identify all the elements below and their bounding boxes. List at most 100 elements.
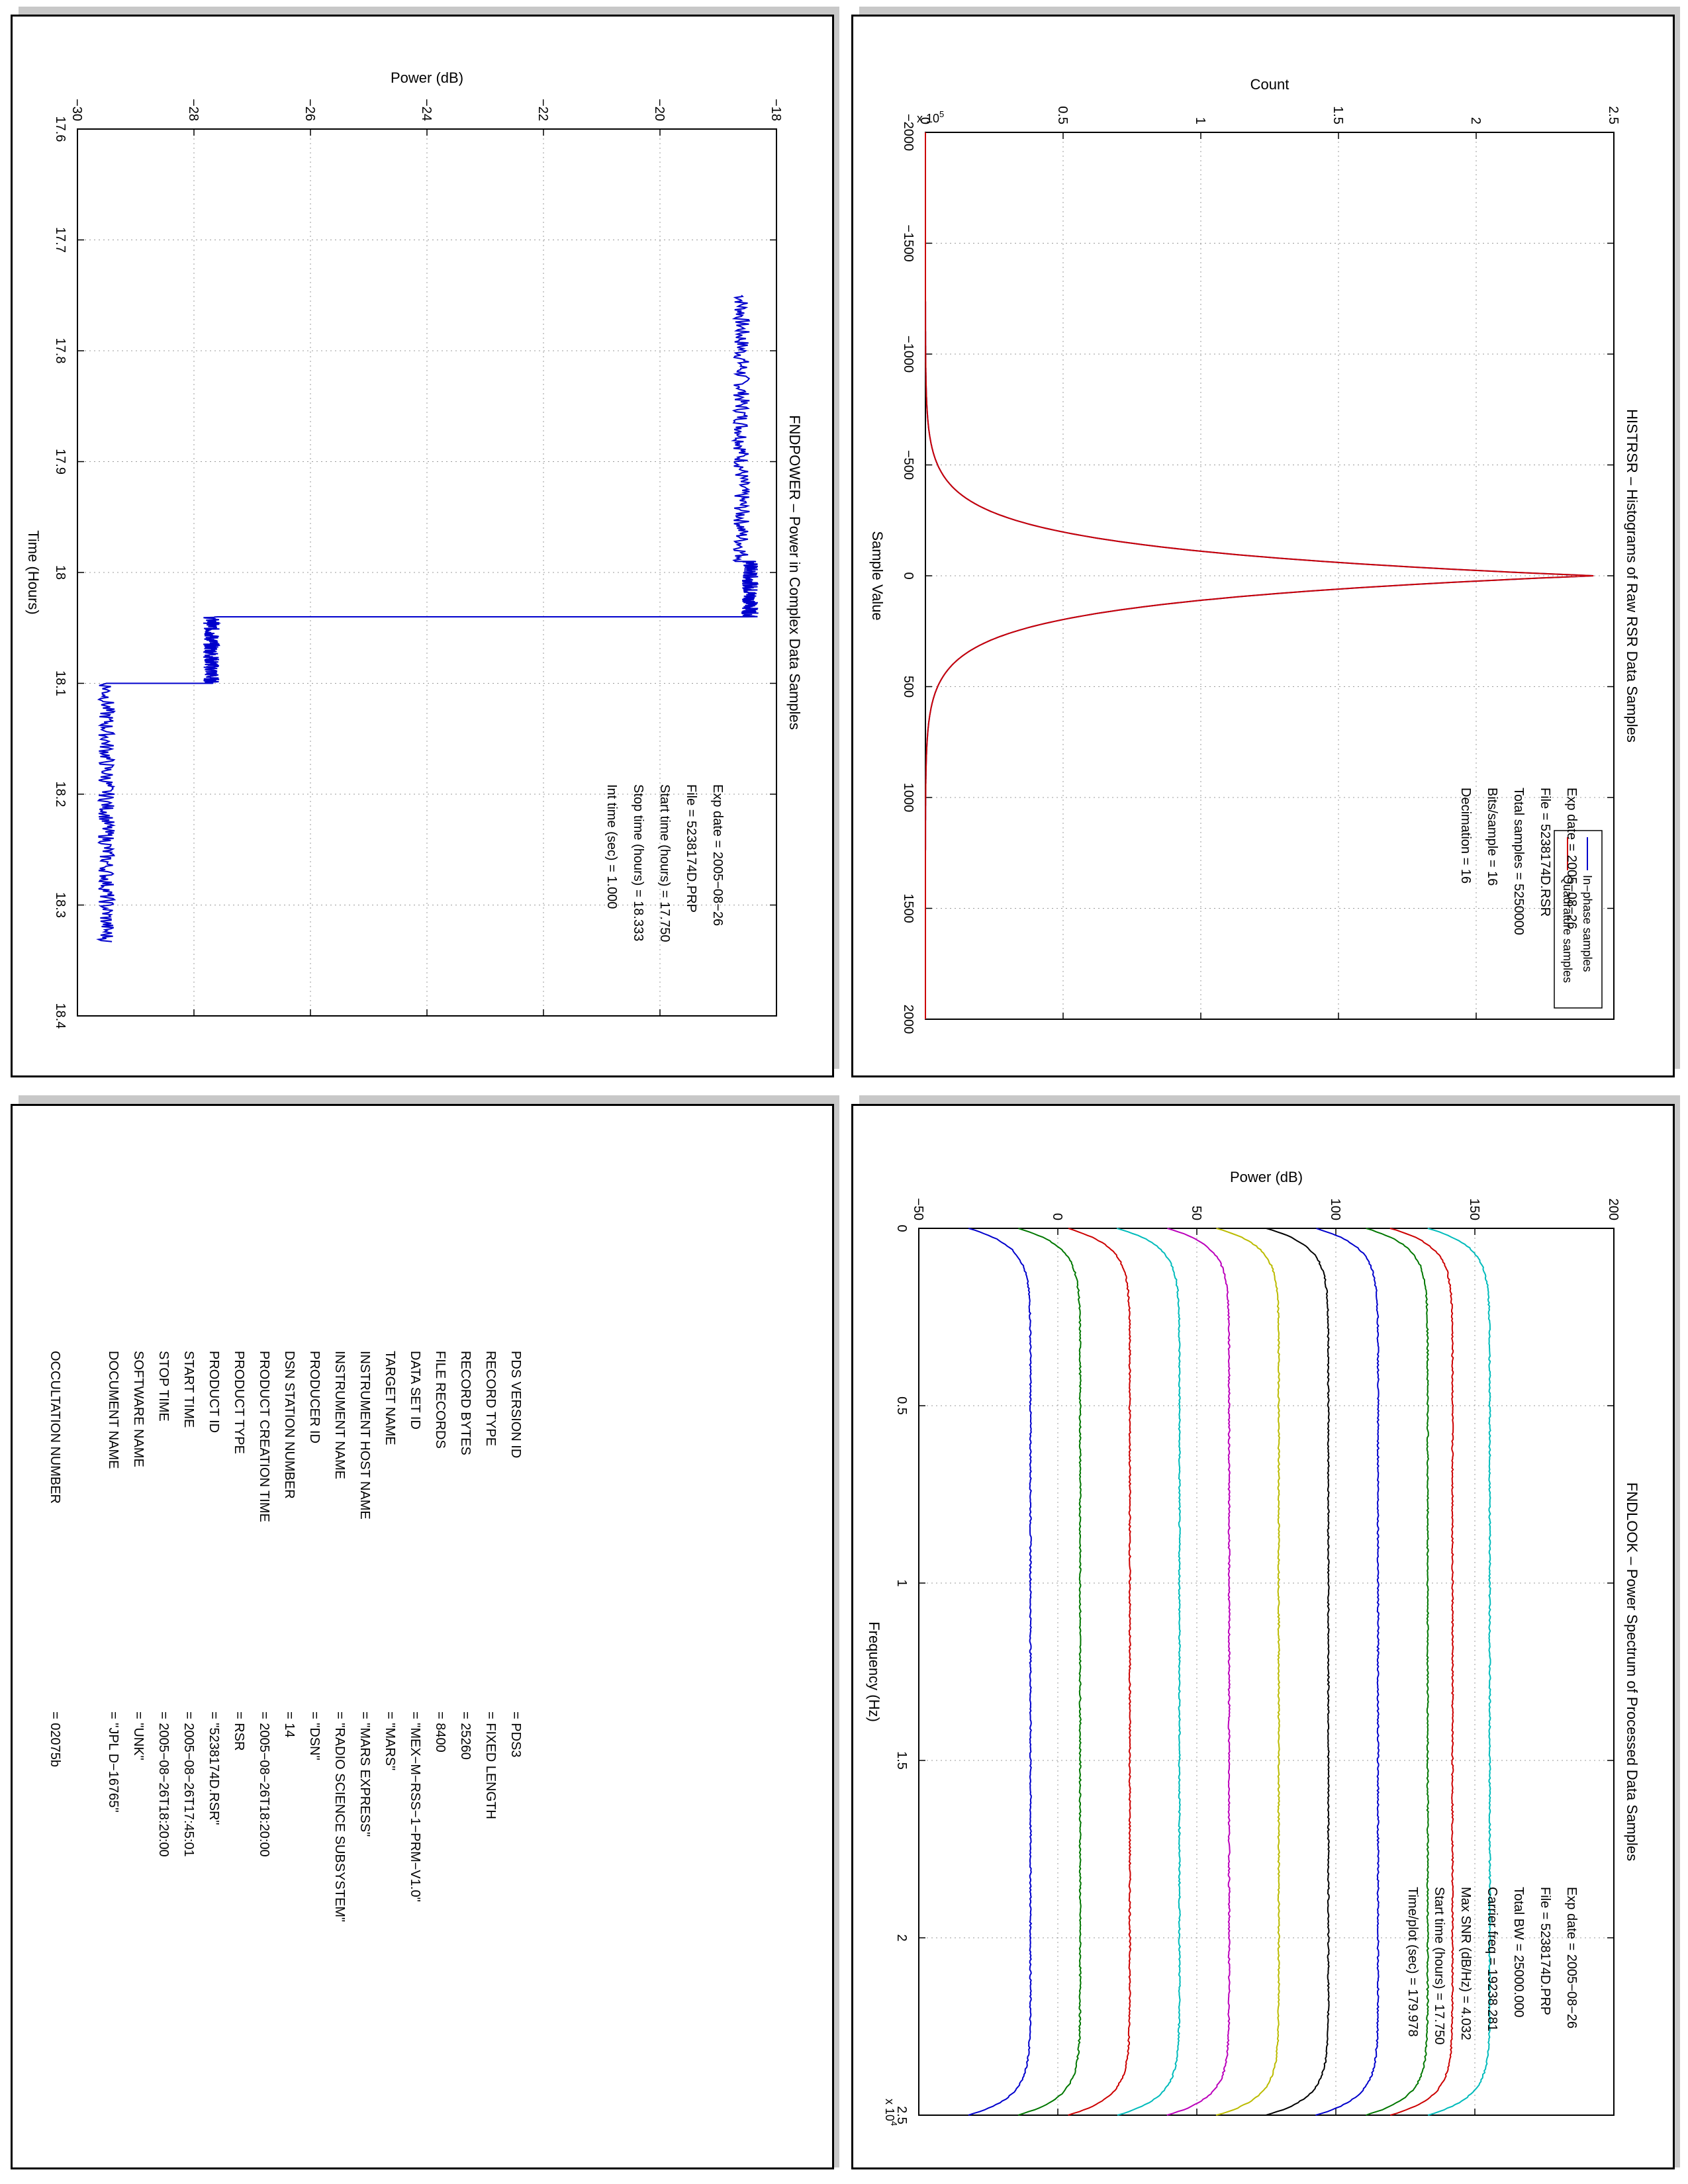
fndlook-series-line [1068,1228,1132,2116]
histrsr-y-tick-label: 1 [1193,117,1207,124]
fndpower-x-label: Time (Hours) [25,530,42,615]
fndpower-x-tick-label: 18.2 [53,782,68,807]
fndpower-y-tick-label: −18 [769,99,783,121]
fndlook-x-tick-label: 2 [894,1934,909,1941]
label-row-name: PRODUCT CREATION TIME [257,1351,271,1522]
fndlook-series-line [1166,1228,1231,2116]
label-row-value: = "JPL D−16765" [106,1711,120,1812]
fndlook-annotation: Carrier freq = 19238.281 [1485,1887,1499,2031]
label-row-value: = 8400 [433,1711,447,1752]
fndlook-series-line [1427,1228,1491,2116]
histrsr-annotation: Bits/sample = 16 [1485,788,1499,886]
fndlook-y-tick-label: 100 [1328,1199,1342,1220]
fndlook-x-tick-label: 1 [894,1579,909,1586]
fndlook-annotation: Max SNR (dB/Hz) = 4.032 [1458,1887,1473,2040]
label-row-name: PRODUCT ID [207,1351,221,1433]
fndpower-x-tick-label: 18.4 [53,1003,68,1029]
histrsr-x-tick-label: 2000 [901,1005,915,1034]
label-row-value: = 02075b [48,1711,62,1767]
label-row-value: = 2005−08−26T17:45:01 [181,1711,196,1857]
label-page: PDS VERSION ID = PDS3 RECORD TYPE = FIXED L… [11,1104,834,2169]
label-row-name: PRODUCT TYPE [232,1351,246,1454]
label-row-name: SOFTWARE NAME [131,1351,146,1467]
histrsr-x-tick-label: −1500 [901,224,915,261]
label-row-name: FILE RECORDS [433,1351,447,1449]
fndpower-annotation: File = 5238174D.PRP [684,784,698,913]
fndpower-annotation: Int time (sec) = 1.000 [604,784,619,909]
label-row-value: = "MARS" [383,1711,397,1770]
label-row-value: = 25260 [458,1711,473,1760]
label-row-value: = PDS3 [508,1711,523,1757]
histrsr-x-tick-label: 0 [901,572,915,579]
label-row-name: PDS VERSION ID [508,1351,523,1458]
fndpower-y-tick-label: −28 [186,99,201,121]
histrsr-x-tick-label: 1000 [901,783,915,813]
fndlook-series-line [1266,1228,1331,2116]
label-row-name: DSN STATION NUMBER [282,1351,297,1499]
fndlook-x-label: Frequency (Hz) [866,1621,882,1722]
fndlook-chart: 00.511.522.5−50 0 50 100 150 200 Exp date = 2… [866,1169,1640,2126]
fndlook-y-tick-label: 50 [1189,1206,1203,1220]
fndpower-series-line [96,295,759,942]
fndlook-y-tick-label: 200 [1606,1199,1620,1220]
histrsr-y-label: Count [1250,76,1289,93]
label-row-value: = "5238174D.RSR" [207,1711,221,1825]
fndlook-annotation: Time/plot (sec) = 179.978 [1405,1887,1420,2037]
fndpower-x-tick-label: 17.9 [53,449,68,475]
fndpower-y-tick-label: −22 [536,99,550,121]
label-table: PDS VERSION ID = PDS3 RECORD TYPE = FIXED L… [48,1351,523,1922]
label-row-name: OCCULTATION NUMBER [48,1351,62,1504]
fndpower-x-tick-label: 17.6 [53,116,68,142]
label-row-name: STOP TIME [156,1351,171,1422]
label-row-value: = 2005−08−26T18:20:00 [257,1711,271,1857]
histrsr-annotation: File = 5238174D.RSR [1538,788,1552,917]
histrsr-legend-box [1554,830,1603,1009]
label-row-name: TARGET NAME [383,1351,397,1445]
label-row-value: = "UNK" [131,1711,146,1760]
fndlook-y-tick-label: −50 [911,1198,925,1220]
histrsr-legend-label: Quadrature samples [1561,875,1574,983]
histrsr-x-label: Sample Value [869,531,886,620]
label-row-value: = "RADIO SCIENCE SUBSYSTEM" [332,1711,347,1922]
label-row-name: RECORD BYTES [458,1351,473,1455]
label-row-value: = "MARS EXPRESS" [357,1711,372,1837]
label-row-name: START TIME [181,1351,196,1428]
fndlook-series-line [1366,1228,1430,2116]
fndpower-annotation: Exp date = 2005−08−26 [710,784,725,926]
fndpower-page: 17.6 17.7 17.8 17.9 18 18.1 18.2 18.3 18.4 −30 −28… [11,15,834,1077]
label-row-value: = 14 [282,1711,297,1737]
label-row-value: = RSR [232,1711,246,1751]
histrsr-x-tick-label: 1500 [901,893,915,923]
label-row-value: = "DSN" [307,1711,322,1760]
histrsr-y-tick-label: 1.5 [1331,106,1345,124]
fndlook-title: FNDLOOK – Power Spectrum of Processed Da… [1624,1482,1640,1861]
label-row-name: DATA SET ID [408,1351,422,1430]
fndlook-plot-area [918,1228,1615,2116]
histrsr-chart: −2000 −1500 −1000 −500 0 500 1000 1500 2000 0 0.5 1… [869,76,1640,1034]
fndlook-series-line [968,1228,1033,2116]
histrsr-y-tick-label: 2.5 [1606,106,1620,124]
fndpower-x-tick-label: 18 [53,565,68,580]
fndpower-x-tick-label: 17.7 [53,227,68,253]
label-row-name: PRODUCER ID [307,1351,322,1443]
histrsr-x-tick-label: −2000 [901,114,915,151]
fndpower-y-tick-label: −20 [652,99,667,121]
label-row-name: DOCUMENT NAME [106,1351,120,1469]
histrsr-annotation: Decimation = 16 [1458,788,1473,884]
histrsr-annotation: Exp date = 2005−08−26 [1564,788,1579,929]
fndlook-annotation: Total BW = 25000.000 [1511,1887,1526,2017]
fndlook-annotation: Exp date = 2005−08−26 [1564,1887,1579,2028]
fndpower-annotation: Start time (hours) = 17.750 [657,784,672,942]
fndlook-x-tick-label: 1.5 [894,1751,909,1770]
label-row-value: = FIXED LENGTH [483,1711,498,1819]
fndlook-x-exponent: x 104 [883,2099,899,2126]
histrsr-y-tick-label: 2 [1468,117,1483,124]
fndpower-y-tick-label: −24 [419,99,434,121]
histrsr-x-tick-label: −500 [901,450,915,480]
label-row-name: RECORD TYPE [483,1351,498,1446]
histrsr-page: −2000 −1500 −1000 −500 0 500 1000 1500 2000 0 0.5 1… [851,15,1675,1077]
histrsr-series-line [925,132,1594,1019]
fndlook-y-tick-label: 150 [1467,1199,1481,1220]
fndpower-x-tick-label: 18.3 [53,892,68,918]
fndlook-x-tick-label: 2.5 [894,2106,909,2124]
